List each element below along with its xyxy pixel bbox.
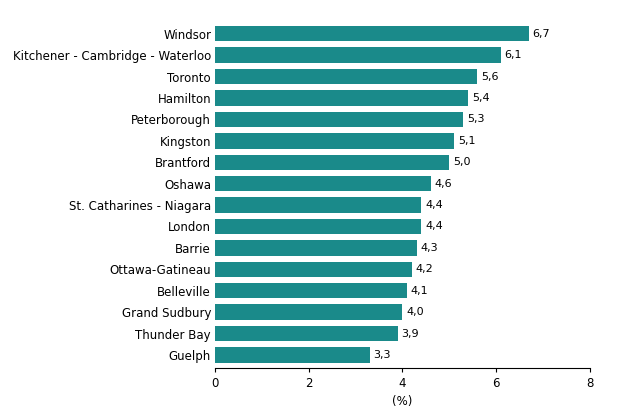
Bar [215, 155, 449, 170]
Text: 3,9: 3,9 [402, 329, 419, 339]
Bar [215, 176, 431, 191]
Text: 4,4: 4,4 [425, 222, 442, 232]
Bar [215, 283, 407, 298]
Bar [215, 26, 529, 41]
Bar [215, 262, 412, 277]
Bar [215, 69, 477, 84]
Text: 5,1: 5,1 [457, 136, 475, 146]
Bar [215, 304, 402, 320]
Bar [215, 48, 500, 63]
Text: 4,3: 4,3 [420, 243, 438, 253]
Text: 5,3: 5,3 [467, 115, 485, 125]
Text: 4,2: 4,2 [416, 264, 433, 274]
Text: 4,6: 4,6 [434, 178, 452, 189]
Text: 4,1: 4,1 [411, 286, 429, 296]
Text: 6,1: 6,1 [504, 50, 522, 60]
Text: 5,4: 5,4 [472, 93, 489, 103]
Text: 3,3: 3,3 [373, 350, 391, 360]
Bar [215, 133, 454, 148]
Text: 5,0: 5,0 [453, 157, 470, 167]
Text: 4,0: 4,0 [406, 307, 424, 317]
Text: 5,6: 5,6 [481, 71, 499, 82]
Bar [215, 112, 463, 127]
Bar [215, 197, 421, 213]
Bar [215, 90, 468, 106]
Text: 4,4: 4,4 [425, 200, 442, 210]
Bar [215, 219, 421, 234]
Text: 6,7: 6,7 [532, 29, 550, 39]
Bar [215, 240, 417, 256]
X-axis label: (%): (%) [392, 395, 412, 408]
Bar [215, 347, 369, 363]
Bar [215, 326, 398, 341]
